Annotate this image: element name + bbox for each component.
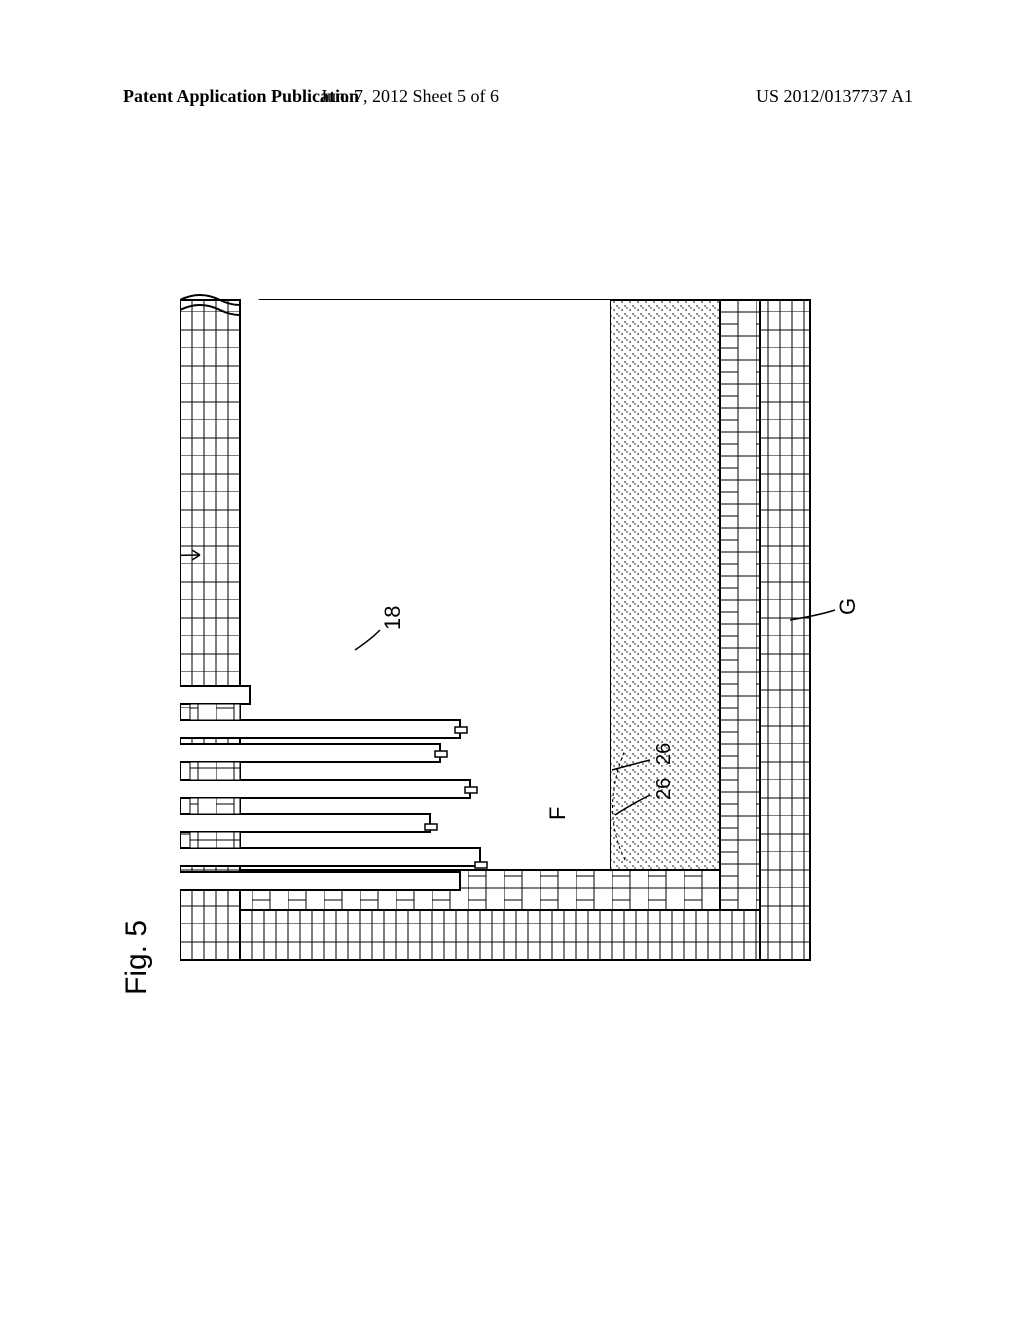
header-right: US 2012/0137737 A1: [756, 86, 913, 107]
ref-26b: 26: [653, 743, 675, 765]
patent-figure: 70 12 18 20C 20B 20A 20H 20G F 26 26 G: [180, 160, 880, 1010]
ref-F: F: [545, 807, 570, 820]
figure-label: Fig. 5: [120, 920, 154, 995]
header-center: Jun. 7, 2012 Sheet 5 of 6: [320, 86, 499, 107]
burner-20A: [180, 780, 477, 798]
burner-20C: [180, 686, 250, 704]
ref-G: G: [835, 598, 860, 615]
ref-26a: 26: [653, 778, 675, 800]
ref-18: 18: [380, 606, 405, 630]
burner-20H: [180, 814, 437, 832]
